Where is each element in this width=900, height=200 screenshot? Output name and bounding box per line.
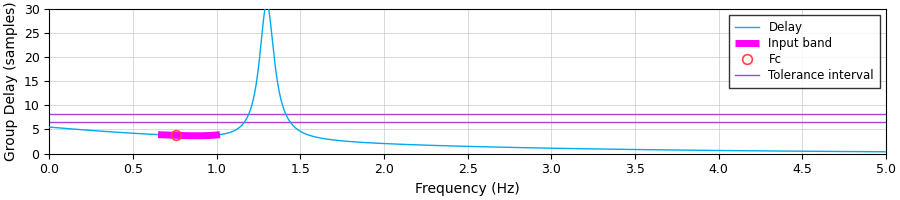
Y-axis label: Group Delay (samples): Group Delay (samples) [4,2,18,161]
Input band [191,135,202,137]
Delay [48,126,58,129]
Line: Delay: Delay [50,3,886,152]
Input band [214,133,225,136]
Input band [164,134,175,136]
Input band [157,134,167,136]
X-axis label: Frequency (Hz): Frequency (Hz) [415,182,520,196]
Tolerance interval [44,112,55,115]
Line: Input band: Input band [158,135,220,136]
Input band [169,134,180,137]
Delay [44,126,55,128]
Tolerance interval [212,112,222,115]
Legend: Delay, Input band, Fc, Tolerance interval: Delay, Input band, Fc, Tolerance interva… [729,15,880,88]
Input band [155,134,166,136]
Input band [212,134,222,136]
Delay [880,151,891,153]
Delay [261,2,272,5]
Delay [836,150,847,153]
Delay [208,134,219,136]
Delay [453,145,464,147]
Input band [210,134,220,136]
Input band [153,133,164,136]
Delay [78,129,89,131]
Delay [94,130,105,132]
